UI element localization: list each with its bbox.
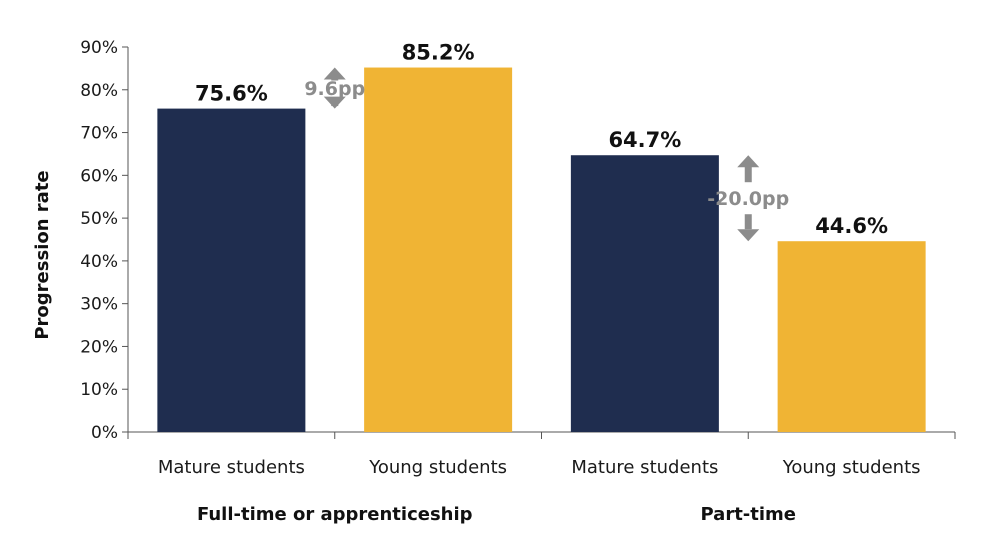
bar bbox=[777, 241, 926, 432]
bar-value-label: 44.6% bbox=[815, 214, 888, 238]
y-tick-label: 0% bbox=[91, 423, 118, 443]
y-tick-label: 20% bbox=[80, 337, 118, 357]
category-label: Mature students bbox=[158, 457, 305, 478]
y-tick-label: 60% bbox=[80, 166, 118, 186]
arrow-up-icon bbox=[323, 67, 346, 80]
y-tick-label: 30% bbox=[80, 295, 118, 315]
y-tick-label: 90% bbox=[80, 38, 118, 58]
y-tick-label: 10% bbox=[80, 380, 118, 400]
bars: 75.6% 85.2% 64.7% 44.6% bbox=[157, 41, 926, 433]
category-label: Young students bbox=[782, 457, 921, 478]
arrow-down-icon bbox=[323, 96, 346, 109]
y-axis: 0% 10% 20% 30% 40% 50% 60% 70% 80% 90% bbox=[80, 38, 129, 443]
y-tick-label: 50% bbox=[80, 209, 118, 229]
bar-value-label: 85.2% bbox=[402, 41, 475, 65]
gap-label: -20.0pp bbox=[707, 188, 789, 210]
bar-value-label: 64.7% bbox=[608, 128, 681, 152]
bar bbox=[364, 67, 513, 433]
arrow-up-icon bbox=[737, 155, 760, 168]
x-axis: Mature students Young students Full-time o… bbox=[127, 431, 956, 525]
gap-arrow: -20.0pp bbox=[707, 155, 789, 242]
y-tick-label: 70% bbox=[80, 124, 118, 144]
y-tick-label: 40% bbox=[80, 252, 118, 272]
arrow-shaft bbox=[744, 166, 752, 183]
arrow-down-icon bbox=[737, 229, 760, 242]
group-label: Part-time bbox=[700, 504, 796, 525]
gap-annotations: 9.6pp -20.0pp bbox=[304, 67, 789, 242]
bar bbox=[157, 108, 306, 432]
y-tick-label: 80% bbox=[80, 81, 118, 101]
gap-label: 9.6pp bbox=[304, 78, 365, 100]
group-label: Full-time or apprenticeship bbox=[197, 504, 473, 525]
bar-value-label: 75.6% bbox=[195, 82, 268, 106]
arrow-shaft bbox=[744, 214, 752, 230]
arrow-shaft bbox=[331, 78, 339, 81]
gap-arrow: 9.6pp bbox=[304, 67, 365, 109]
category-label: Young students bbox=[368, 457, 507, 478]
category-label: Mature students bbox=[571, 457, 718, 478]
bar bbox=[570, 155, 719, 432]
y-axis-title: Progression rate bbox=[32, 170, 53, 339]
